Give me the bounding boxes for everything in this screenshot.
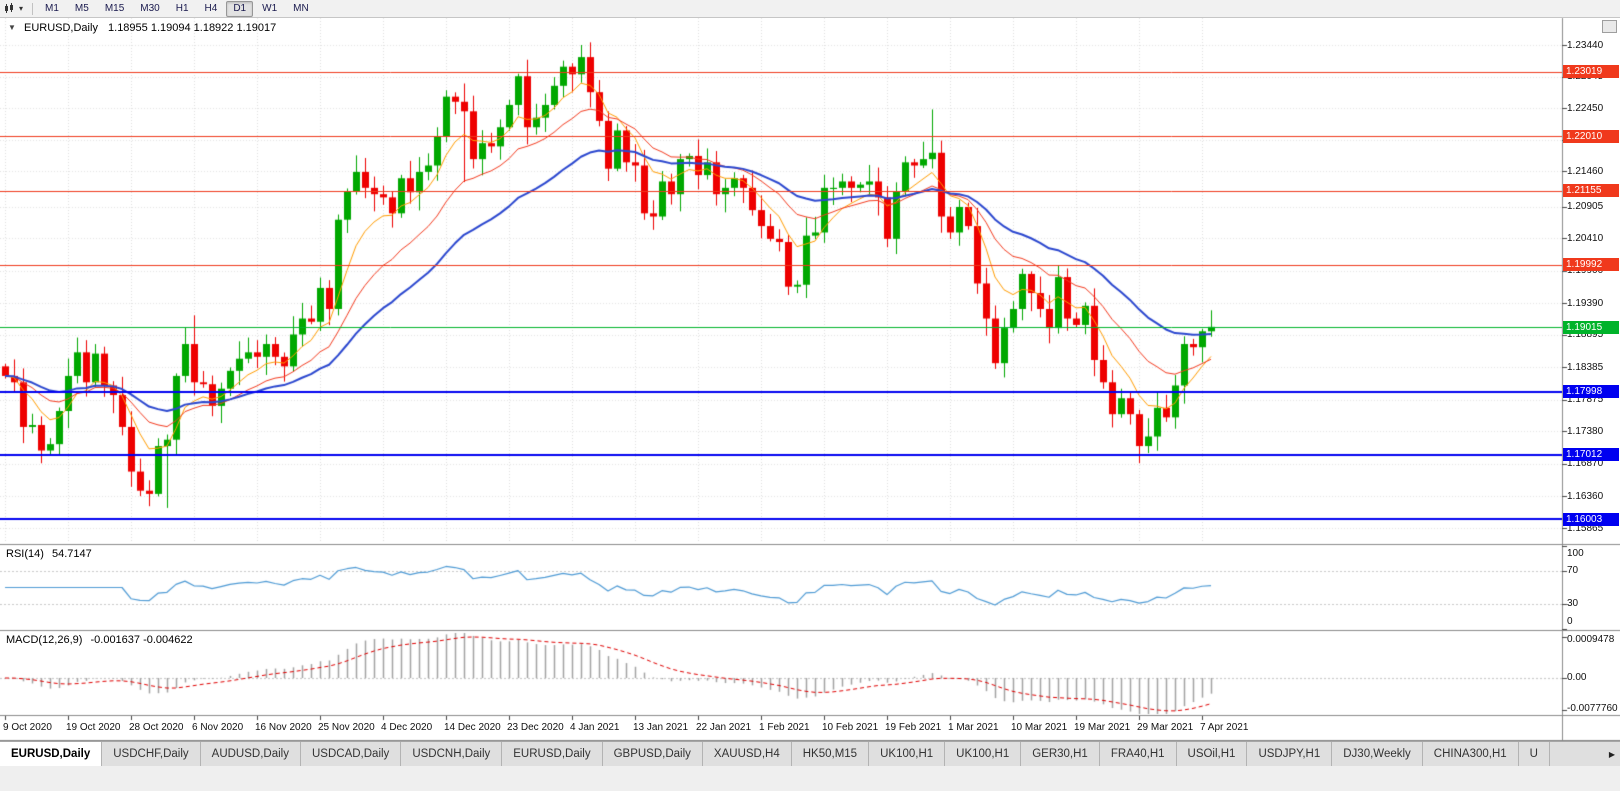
toolbar-separator [32, 2, 34, 15]
tab-scroll-right-icon[interactable]: ▶ [1604, 743, 1620, 766]
price-axis-label: 1.19390 [1567, 297, 1604, 309]
price-axis-label: 1.21460 [1567, 165, 1604, 177]
date-axis-label: 23 Dec 2020 [507, 722, 564, 733]
tab-eurusd-daily[interactable]: EURUSD,Daily [502, 742, 603, 766]
timeframe-button-h1[interactable]: H1 [175, 2, 189, 14]
tab-u[interactable]: U [1518, 742, 1550, 766]
date-axis-label: 7 Apr 2021 [1200, 722, 1249, 733]
collapse-triangle-icon[interactable]: ▼ [8, 23, 16, 32]
price-axis-label: 1.16360 [1567, 490, 1604, 502]
rsi-scale-label: 100 [1567, 548, 1584, 559]
hline-price-tag: 1.19992 [1563, 258, 1619, 272]
tab-usdchf-daily[interactable]: USDCHF,Daily [102, 742, 201, 766]
date-axis-label: 28 Oct 2020 [129, 722, 184, 733]
tab-fra40-h1[interactable]: FRA40,H1 [1099, 742, 1177, 766]
tab-usdcad-daily[interactable]: USDCAD,Daily [300, 742, 402, 766]
tab-china300-h1[interactable]: CHINA300,H1 [1422, 742, 1519, 766]
tab-uk100-h1[interactable]: UK100,H1 [869, 742, 946, 766]
hline-price-tag: 1.22010 [1563, 129, 1619, 143]
timeframe-button-m15[interactable]: M15 [104, 2, 125, 14]
chart-title: ▼ EURUSD,Daily 1.18955 1.19094 1.18922 1… [8, 22, 276, 34]
timeframe-button-m5[interactable]: M5 [74, 2, 89, 14]
hline-price-tag: 1.21155 [1563, 184, 1619, 198]
price-axis-label: 1.20905 [1567, 201, 1604, 213]
macd-indicator-label: MACD(12,26,9) -0.001637 -0.004622 [6, 634, 193, 646]
price-axis-label: 1.17380 [1567, 425, 1604, 437]
tab-dj30-weekly[interactable]: DJ30,Weekly [1332, 742, 1423, 766]
rsi-scale-label: 0 [1567, 616, 1573, 627]
date-axis-label: 19 Mar 2021 [1074, 722, 1131, 733]
tab-usdjpy-h1[interactable]: USDJPY,H1 [1247, 742, 1333, 766]
macd-scale-label: -0.0077760 [1567, 703, 1618, 714]
price-axis-label: 1.17875 [1567, 394, 1604, 406]
timeframe-button-w1[interactable]: W1 [262, 2, 278, 14]
hline-price-tag: 1.23019 [1563, 65, 1619, 79]
hline-price-tag: 1.19015 [1563, 320, 1619, 334]
rsi-scale-label: 30 [1567, 598, 1579, 609]
hline-price-tag: 1.17012 [1563, 448, 1619, 462]
rsi-scale-label: 70 [1567, 565, 1579, 576]
price-axis-label: 1.16870 [1567, 458, 1604, 470]
date-axis-label: 19 Feb 2021 [885, 722, 942, 733]
timeframe-button-mn[interactable]: MN [293, 2, 309, 14]
dropdown-caret-icon[interactable]: ▾ [19, 4, 24, 13]
date-axis-label: 22 Jan 2021 [696, 722, 752, 733]
tab-hk50-m15[interactable]: HK50,M15 [791, 742, 870, 766]
rsi-value: 54.7147 [51, 548, 92, 560]
hline-price-tag: 1.17998 [1563, 385, 1619, 399]
tab-usoil-h1[interactable]: USOil,H1 [1176, 742, 1248, 766]
date-axis-label: 6 Nov 2020 [192, 722, 244, 733]
chart-type-icon[interactable] [4, 3, 17, 14]
macd-values: -0.001637 -0.004622 [90, 634, 193, 646]
timeframe-button-m1[interactable]: M1 [45, 2, 59, 14]
macd-scale-label: 0.0009478 [1567, 634, 1615, 645]
hline-price-tag: 1.16003 [1563, 512, 1619, 526]
tab-xauusd-h4[interactable]: XAUUSD,H4 [702, 742, 792, 766]
date-axis-label: 13 Jan 2021 [633, 722, 689, 733]
timeframe-button-d1[interactable]: D1 [226, 0, 254, 17]
date-axis-label: 1 Mar 2021 [948, 722, 999, 733]
tab-gbpusd-daily[interactable]: GBPUSD,Daily [602, 742, 703, 766]
price-axis-label: 1.18895 [1567, 329, 1604, 341]
date-axis-label: 10 Mar 2021 [1011, 722, 1068, 733]
tab-eurusd-daily[interactable]: EURUSD,Daily [0, 742, 103, 766]
date-axis-label: 25 Nov 2020 [318, 722, 375, 733]
date-axis-label: 29 Mar 2021 [1137, 722, 1194, 733]
tab-ger30-h1[interactable]: GER30,H1 [1021, 742, 1100, 766]
price-axis-label: 1.23440 [1567, 39, 1604, 51]
price-chart-canvas[interactable] [0, 0, 1620, 741]
date-axis-label: 9 Oct 2020 [3, 722, 52, 733]
symbol-tab-bar: ▶ EURUSD,Daily USDCHF,Daily AUDUSD,Daily US… [0, 741, 1620, 766]
date-axis-label: 10 Feb 2021 [822, 722, 879, 733]
chart-symbol-period: EURUSD,Daily [23, 22, 98, 34]
date-axis-label: 16 Nov 2020 [255, 722, 312, 733]
tab-uk100-h1[interactable]: UK100,H1 [945, 742, 1022, 766]
tab-usdcnh-daily[interactable]: USDCNH,Daily [401, 742, 503, 766]
bottom-strip [0, 766, 1620, 791]
rsi-indicator-label: RSI(14) 54.7147 [6, 548, 92, 560]
timeframe-button-h4[interactable]: H4 [204, 2, 218, 14]
date-axis-label: 19 Oct 2020 [66, 722, 121, 733]
timeframe-button-m30[interactable]: M30 [140, 2, 160, 14]
price-axis-label: 1.18385 [1567, 361, 1604, 373]
chart-corner-button[interactable] [1602, 20, 1617, 33]
price-axis-label: 1.22450 [1567, 102, 1604, 114]
date-axis-label: 4 Dec 2020 [381, 722, 433, 733]
date-axis-label: 1 Feb 2021 [759, 722, 810, 733]
macd-scale-label: 0.00 [1567, 672, 1587, 683]
price-axis-label: 1.20410 [1567, 232, 1604, 244]
timeframe-buttons: M1 M5 M15 M30 H1 H4 D1 W1 MN [38, 0, 316, 17]
price-axis-label: 1.15865 [1567, 522, 1604, 534]
tab-audusd-daily[interactable]: AUDUSD,Daily [200, 742, 301, 766]
timeframe-toolbar: ▾ M1 M5 M15 M30 H1 H4 D1 W1 MN [0, 0, 1620, 18]
date-axis-label: 4 Jan 2021 [570, 722, 620, 733]
chart-ohlc-values: 1.18955 1.19094 1.18922 1.19017 [108, 22, 277, 34]
date-axis-label: 14 Dec 2020 [444, 722, 501, 733]
